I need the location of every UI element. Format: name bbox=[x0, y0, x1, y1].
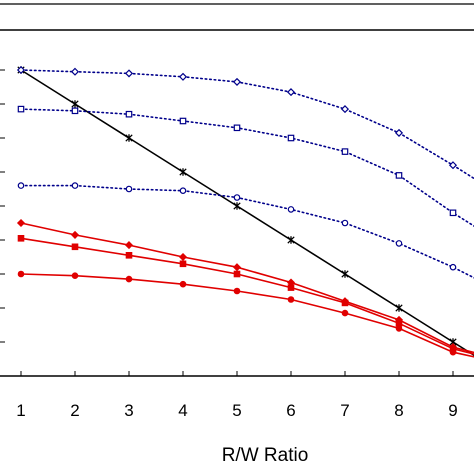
series-3-point-6 bbox=[341, 219, 349, 227]
x-axis-ticks: 1 2 3 4 5 6 7 8 9 bbox=[16, 371, 458, 420]
x-tick-label-5: 6 bbox=[286, 401, 295, 420]
series-2-point-5 bbox=[287, 134, 295, 142]
series-1-line bbox=[20, 69, 474, 180]
series-6-point-3 bbox=[179, 280, 187, 288]
series-3 bbox=[17, 182, 474, 279]
series-1-point-3 bbox=[178, 72, 188, 81]
series-2-point-7 bbox=[395, 172, 403, 179]
series-6-line bbox=[20, 273, 474, 358]
series-1 bbox=[16, 65, 474, 180]
plot-area-border bbox=[0, 29, 474, 377]
series-1-point-5 bbox=[286, 88, 296, 97]
x-tick-label-8: 9 bbox=[448, 401, 457, 420]
series-6-point-2 bbox=[125, 275, 133, 283]
series-5-line bbox=[20, 237, 474, 355]
series-3-point-5 bbox=[287, 206, 295, 213]
x-tick-label-0: 1 bbox=[16, 401, 25, 420]
series-3-point-8 bbox=[449, 263, 457, 271]
series-5-point-3 bbox=[179, 260, 187, 268]
series-3-point-0 bbox=[17, 182, 25, 189]
series-1-point-4 bbox=[232, 77, 242, 86]
series-6-point-1 bbox=[71, 272, 79, 280]
series-6 bbox=[17, 270, 474, 358]
series-5 bbox=[17, 235, 474, 355]
series-0-point-3 bbox=[179, 168, 187, 176]
series-5-point-2 bbox=[125, 252, 133, 259]
x-tick-label-1: 2 bbox=[70, 401, 79, 420]
series-6-point-5 bbox=[287, 296, 295, 303]
series-4-point-4 bbox=[232, 263, 242, 272]
series-3-point-3 bbox=[179, 187, 187, 195]
series-2-point-8 bbox=[449, 209, 457, 217]
series-3-line bbox=[20, 184, 474, 279]
series-5-point-4 bbox=[233, 270, 241, 278]
x-tick-label-3: 4 bbox=[178, 401, 187, 420]
series-3-point-2 bbox=[125, 185, 133, 193]
series-2-point-1 bbox=[71, 107, 79, 115]
series-5-point-5 bbox=[287, 284, 295, 291]
series-2 bbox=[17, 105, 474, 227]
series-4-point-3 bbox=[178, 252, 188, 262]
series-1-point-2 bbox=[124, 69, 134, 78]
series-4-point-0 bbox=[16, 218, 26, 228]
series-3-point-1 bbox=[71, 182, 79, 189]
x-tick-label-4: 5 bbox=[232, 401, 241, 420]
series-2-line bbox=[20, 108, 474, 227]
series-6-point-7 bbox=[395, 325, 403, 332]
series-1-point-0 bbox=[16, 65, 26, 75]
x-tick-label-6: 7 bbox=[340, 401, 349, 420]
series-6-point-4 bbox=[233, 287, 241, 295]
series-4-line bbox=[20, 222, 474, 354]
series-0-point-2 bbox=[125, 134, 133, 142]
x-tick-label-7: 8 bbox=[394, 401, 403, 420]
series-4-point-2 bbox=[124, 241, 134, 250]
x-axis-title: R/W Ratio bbox=[222, 445, 309, 466]
y-axis-ticks bbox=[0, 69, 5, 343]
series-1-point-8 bbox=[448, 161, 458, 170]
series-6-point-6 bbox=[341, 309, 349, 317]
series-layer bbox=[16, 65, 474, 358]
series-0-point-6 bbox=[341, 270, 349, 278]
series-5-point-1 bbox=[71, 243, 79, 251]
series-2-point-3 bbox=[179, 117, 187, 125]
series-1-point-6 bbox=[340, 105, 350, 114]
plot-frame bbox=[0, 3, 474, 377]
series-0-point-7 bbox=[395, 304, 403, 312]
series-2-point-6 bbox=[341, 148, 349, 155]
series-0-line bbox=[20, 69, 474, 357]
series-1-point-7 bbox=[394, 128, 404, 137]
series-5-point-6 bbox=[341, 299, 349, 307]
series-5-point-0 bbox=[17, 235, 25, 242]
series-0-point-5 bbox=[287, 236, 295, 244]
series-2-point-2 bbox=[125, 110, 133, 118]
series-6-point-0 bbox=[17, 270, 25, 278]
series-1-point-1 bbox=[70, 67, 80, 76]
series-2-point-4 bbox=[233, 124, 241, 132]
series-0-point-4 bbox=[233, 202, 241, 210]
series-4-point-1 bbox=[70, 230, 80, 239]
x-tick-label-2: 3 bbox=[124, 401, 133, 420]
series-3-point-7 bbox=[395, 240, 403, 247]
series-3-point-4 bbox=[233, 194, 241, 201]
series-2-point-0 bbox=[17, 105, 25, 113]
series-0-point-1 bbox=[71, 100, 79, 108]
series-6-point-8 bbox=[449, 348, 457, 356]
